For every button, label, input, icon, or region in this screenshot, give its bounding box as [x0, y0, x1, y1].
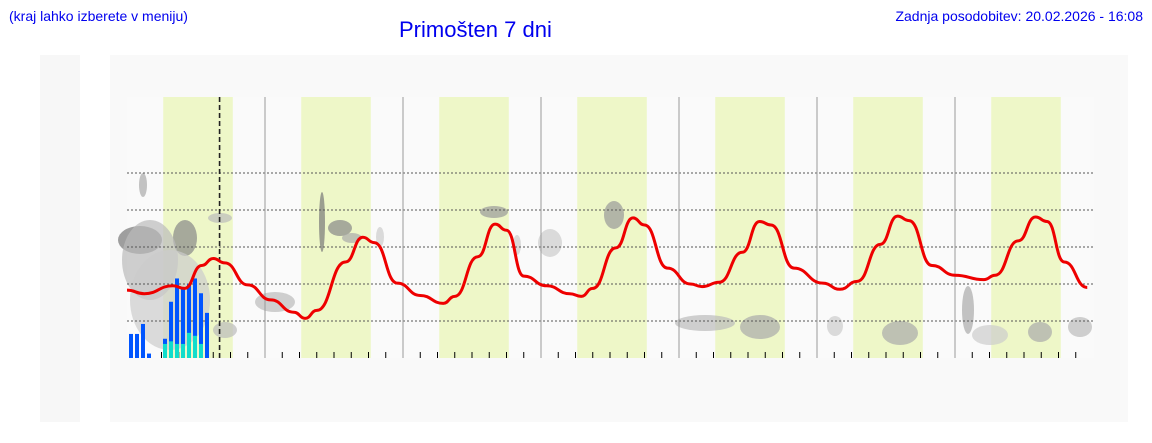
showers-bar: [169, 341, 173, 358]
daylight-band: [853, 97, 923, 358]
cloud-density-area: [740, 315, 780, 339]
cloud-density-area: [1028, 322, 1052, 342]
precipitation-bar: [135, 333, 139, 358]
precipitation-bar: [187, 284, 191, 358]
cloud-density-area: [972, 325, 1008, 345]
temperature-line: [126, 214, 1088, 320]
showers-bar: [175, 343, 179, 358]
showers-bar: [181, 343, 185, 358]
precipitation-bar: [205, 312, 209, 358]
cloud-density-area: [604, 201, 624, 229]
showers-bar: [187, 332, 191, 358]
cloud-density-area: [139, 173, 147, 197]
last-update: Zadnja posodobitev: 20.02.2026 - 16:08: [895, 8, 1143, 24]
cloud-density-area: [480, 206, 508, 218]
daylight-band: [439, 97, 509, 358]
cloud-density-area: [376, 227, 384, 247]
cloud-density-area: [882, 321, 918, 345]
cloud-density-area: [319, 192, 325, 252]
showers-bar: [199, 343, 203, 358]
location-hint: (kraj lahko izberete v meniju): [9, 8, 188, 24]
cloud-density-area: [213, 322, 237, 338]
precipitation-bar: [175, 278, 179, 358]
cloud-density-area: [827, 316, 843, 336]
precipitation-bar: [181, 287, 185, 358]
showers-bar: [193, 335, 197, 358]
cloud-density-area: [1068, 317, 1092, 337]
cloud-density-area: [538, 229, 562, 257]
temp-axis-panel: [40, 55, 80, 422]
precipitation-bar: [193, 278, 197, 358]
precipitation-bar: [147, 353, 151, 358]
precipitation-bar: [129, 333, 133, 358]
daylight-band: [715, 97, 785, 358]
cloud-density-area: [328, 220, 352, 236]
precipitation-bar: [169, 301, 173, 358]
cloud-density-area: [962, 286, 974, 334]
precipitation-bar: [199, 293, 203, 358]
precipitation-bar: [141, 323, 145, 358]
page-title: Primošten 7 dni: [399, 17, 552, 42]
showers-bar: [163, 343, 167, 358]
cloud-density-area: [675, 315, 735, 331]
